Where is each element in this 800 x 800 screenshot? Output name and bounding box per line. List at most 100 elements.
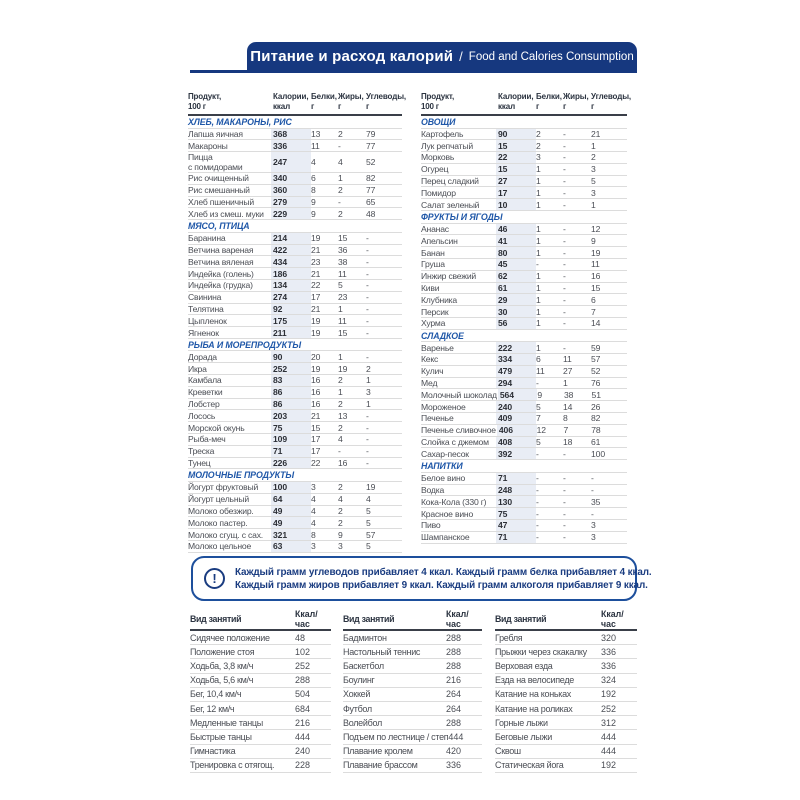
food-row: Дорада 90 20 1 - [188,351,402,364]
fat-value: 2 [338,399,343,410]
food-row: Печенье сливочное 406 12 7 78 [421,424,627,437]
activity-rate: 684 [295,703,311,714]
column-header-protein: Белки, г [311,92,337,111]
activity-name: Катание на коньках [495,689,572,700]
activity-row: Верховая езда 336 [495,659,637,674]
calories-value: 248 [496,484,536,496]
protein-value: - [536,259,539,270]
product-name: Ананас [421,223,449,234]
activity-name: Плавание брассом [343,760,418,771]
protein-value: 16 [311,375,321,386]
activity-table-2: Вид занятий Ккал/час Бадминтон 288 Настольны… [343,609,482,773]
product-name: Кекс [421,354,439,365]
activity-rate: 444 [295,731,311,742]
product-name: Варенье [421,342,454,353]
protein-value: 1 [536,235,541,246]
column-header-fat: Жиры, г [563,92,589,111]
fat-value: 2 [338,375,343,386]
carbs-value: 77 [366,140,376,151]
activity-table-3: Вид занятий Ккал/час Гребля 320 Прыжки через… [495,609,637,773]
fat-value: - [563,282,566,293]
product-name: Лосось [188,410,216,421]
protein-value: 4 [311,517,316,528]
food-section-row: РЫБА И МОРЕПРОДУКТЫ [188,339,402,352]
food-row: Йогурт фруктовый 100 3 2 19 [188,481,402,494]
activity-row: Катание на коньках 192 [495,688,637,702]
activity-name: Горные лыжи [495,717,548,728]
food-row: Рыба-меч 109 17 4 - [188,434,402,446]
product-name: Молоко обезжир. [188,505,254,516]
carbs-value: 5 [366,517,371,528]
calories-value: 222 [496,342,536,354]
calories-value: 75 [271,422,311,434]
product-name: Пиво [421,520,441,531]
food-row: Ветчина вяленая 434 23 38 - [188,256,402,269]
column-header-rate: Ккал/час [601,609,624,629]
activity-rate: 264 [446,689,462,700]
calories-value: 61 [496,282,536,294]
carbs-value: 82 [366,173,376,184]
carbs-value: 100 [591,448,606,459]
column-header-activity: Вид занятий [495,614,547,624]
activity-row: Быстрые танцы 444 [190,730,331,745]
activity-name: Прыжки через скакалку [495,646,587,657]
product-name: Молоко сгущ. с сах. [188,529,263,540]
column-header-activity: Вид занятий [190,614,242,624]
activity-row: Сидячее положение 48 [190,631,331,646]
calories-value: 203 [271,410,311,422]
food-row: Морковь 22 3 - 2 [421,152,627,164]
carbs-value: 1 [591,199,596,210]
activity-name: Гребля [495,632,523,643]
calories-value: 86 [271,398,311,410]
protein-value: 9 [537,389,543,400]
activity-name: Гимнастика [190,746,236,757]
calories-value: 41 [496,235,536,247]
carbs-value: - [366,292,369,303]
carbs-value: 78 [591,425,601,436]
activity-row: Ходьба, 3,8 км/ч 252 [190,659,331,674]
food-row: Рис смешанный 360 8 2 77 [188,184,402,197]
carbs-value: 3 [591,520,596,531]
activity-name: Бег, 10,4 км/ч [190,689,242,700]
fat-value: - [338,446,341,457]
activity-row: Катание на роликах 252 [495,702,637,717]
food-row: Шампанское 71- -3 [421,531,627,544]
product-name: Баранина [188,233,226,244]
product-name: Помидор [421,187,456,198]
food-row: Ягненок 211 19 15 - [188,327,402,339]
protein-value: 19 [311,315,321,326]
activity-name: Хоккей [343,689,371,700]
carbs-value: 79 [366,128,376,139]
activity-row: Подъем по лестнице / степ 444 [343,730,482,745]
fat-value: - [563,508,566,519]
protein-value: 8 [311,529,316,540]
calories-value: 45 [496,258,536,270]
carbs-value: 2 [591,152,596,163]
column-header-rate: Ккал/час [446,609,469,629]
calories-value: 175 [271,315,311,327]
food-row: Ананас 46 1 - 12 [421,223,627,236]
calories-value: 29 [496,294,536,306]
carbs-value: 65 [366,197,376,208]
product-name: Перец сладкий [421,176,479,187]
calories-value: 406 [496,424,537,436]
carbs-value: - [366,233,369,244]
protein-value: - [536,448,539,459]
activity-row: Плавание кролем 420 [343,745,482,759]
protein-value: 1 [536,342,541,353]
carbs-value: 16 [591,271,601,282]
activity-row: Хоккей 264 [343,688,482,702]
protein-value: 9 [311,208,316,219]
food-row: Молочный шоколад 564 9 38 51 [421,389,627,402]
protein-value: 3 [536,152,541,163]
food-row: Мед 294- 1 76 [421,377,627,390]
fat-value: 8 [563,413,568,424]
protein-value: - [536,378,539,389]
food-row: Помидор 17 1 - 3 [421,187,627,200]
activity-name: Ходьба, 3,8 км/ч [190,660,254,671]
product-name: Сахар-песок [421,448,469,459]
food-row: Груша 45- -11 [421,258,627,271]
fat-value: 2 [338,185,343,196]
carbs-value: - [366,446,369,457]
protein-value: - [536,520,539,531]
